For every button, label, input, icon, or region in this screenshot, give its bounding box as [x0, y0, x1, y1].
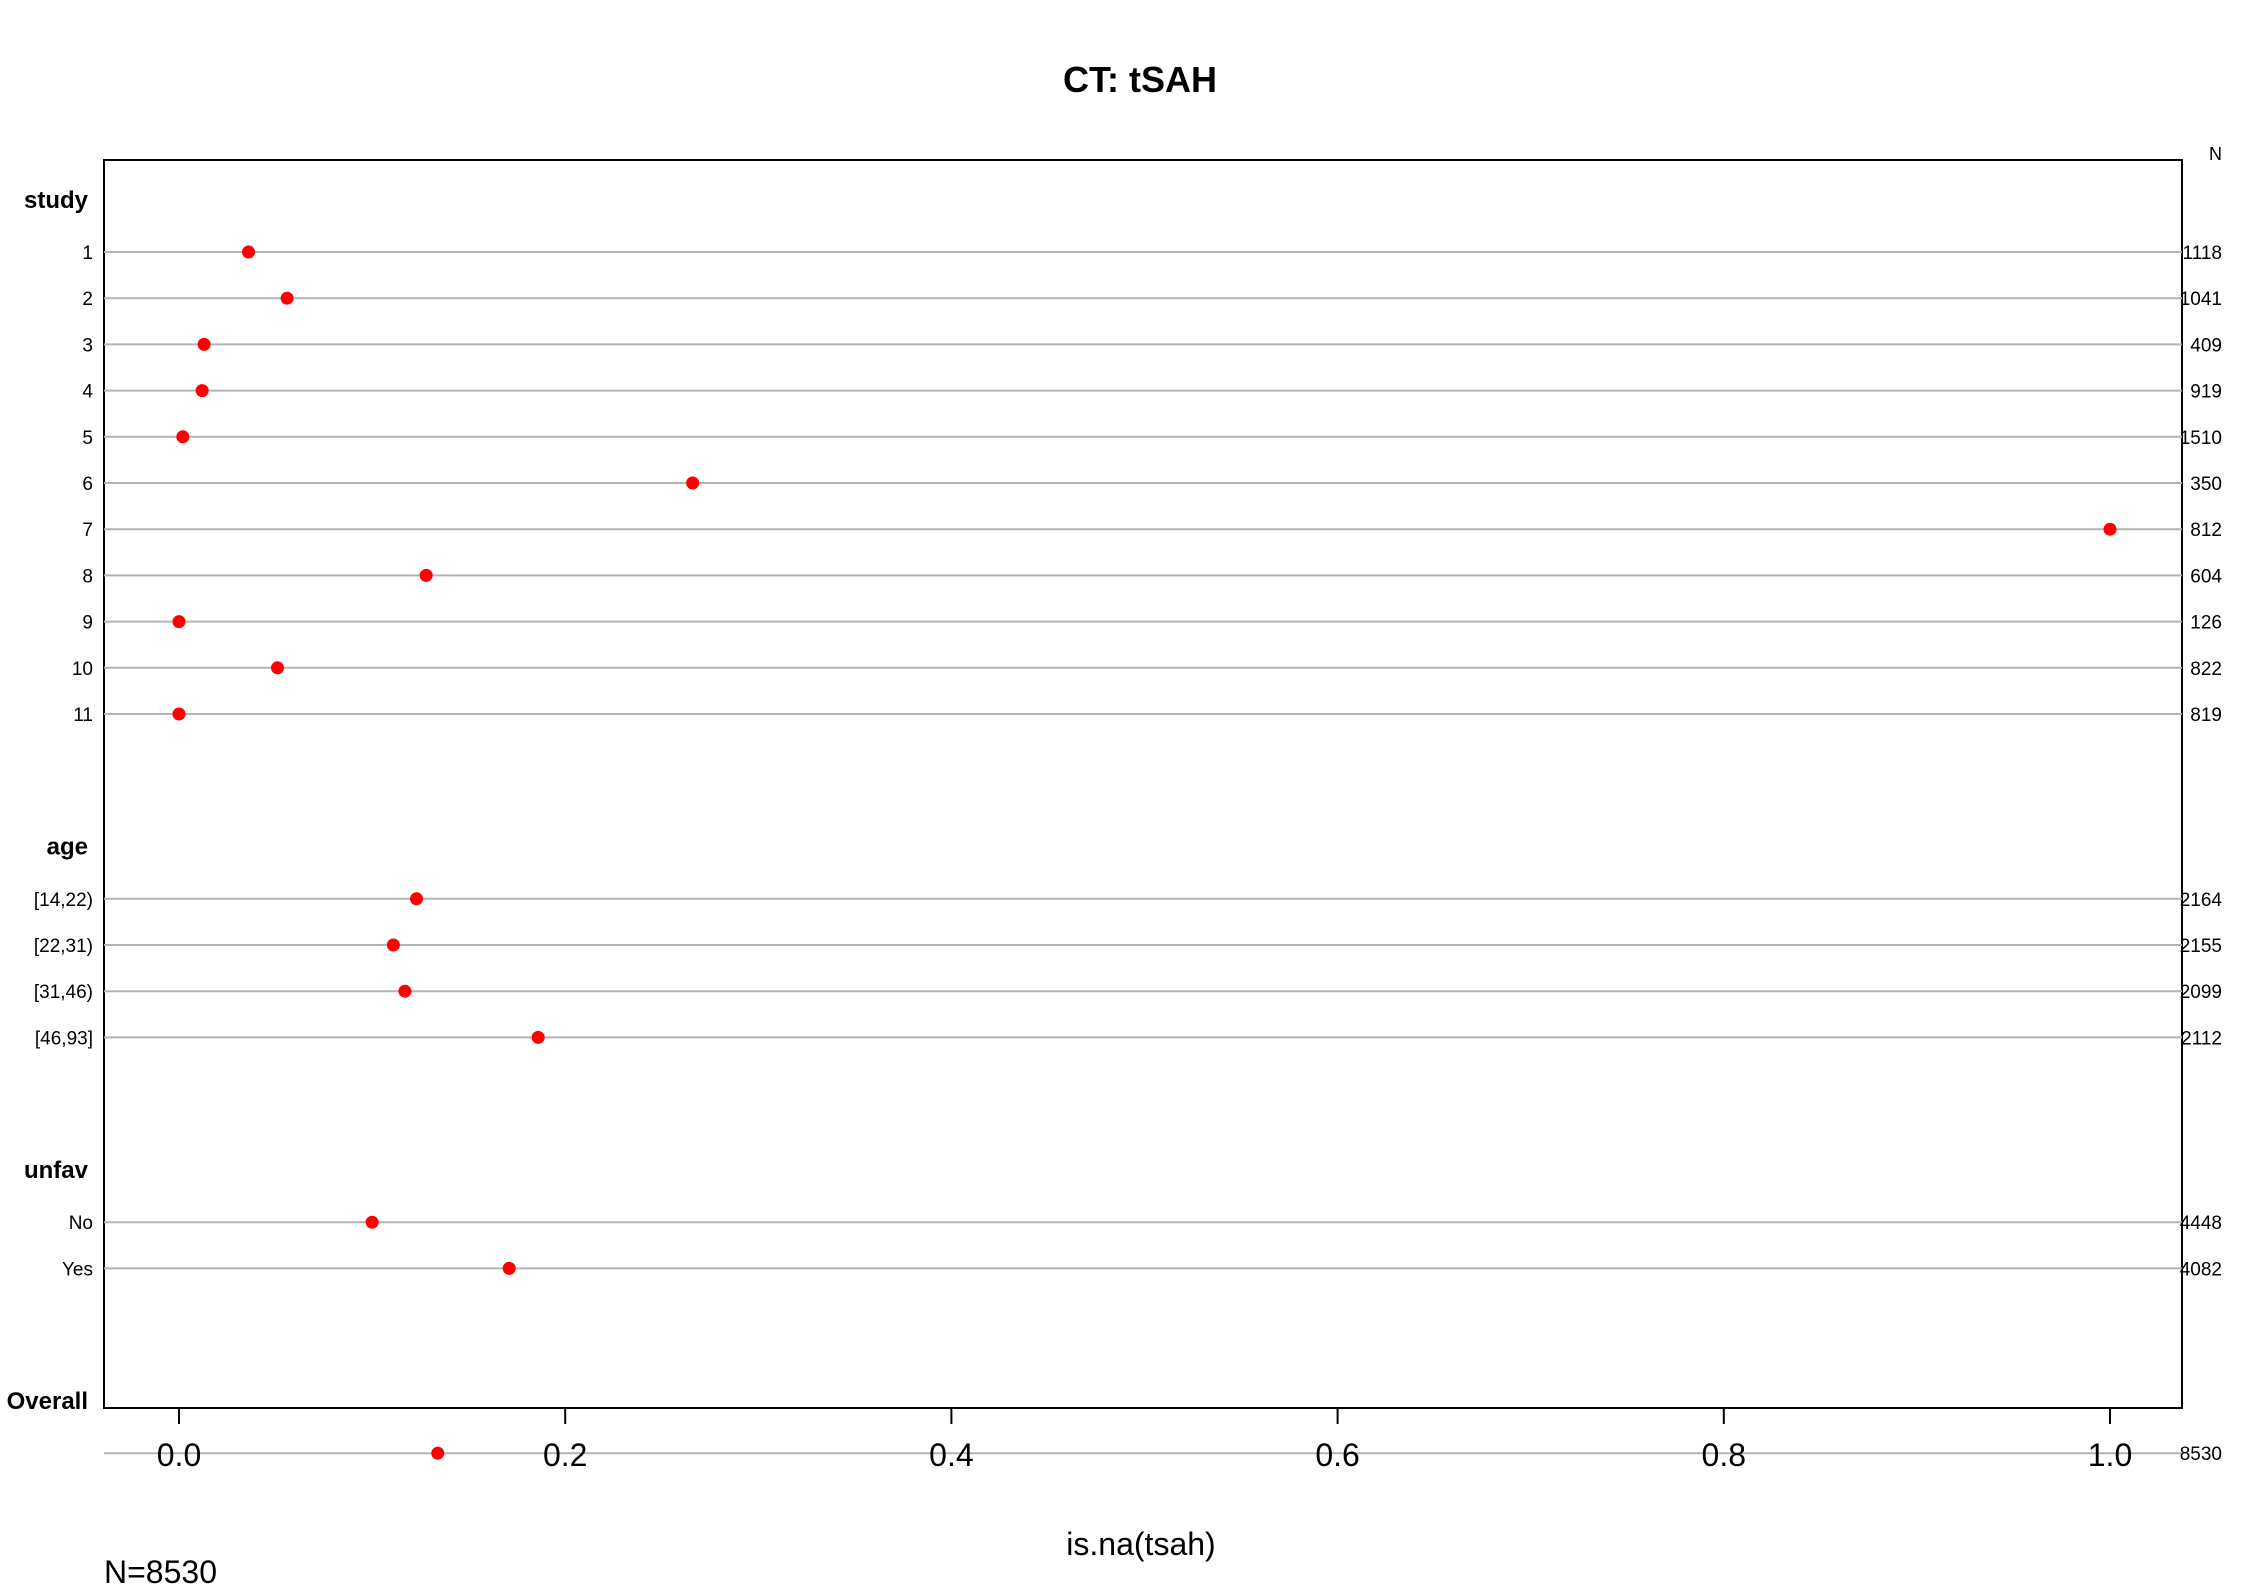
x-tick-label: 0.6 — [1315, 1437, 1359, 1473]
row-n-value: 2155 — [2180, 936, 2222, 957]
row-label: Yes — [62, 1259, 93, 1280]
data-point — [398, 984, 412, 998]
row-label: [14,22) — [34, 890, 93, 911]
data-point — [242, 245, 256, 259]
row-label: 7 — [82, 520, 93, 541]
row-label: 11 — [73, 705, 93, 726]
row-labels: study 1 2 3 4 5 6 7 8 9 10 11 age [14,22) [22,31) [31,4… — [7, 187, 94, 1415]
row-label: 10 — [72, 659, 93, 680]
row-n-value: 919 — [2190, 382, 2222, 403]
data-point — [531, 1030, 545, 1044]
row-n-value: 604 — [2190, 566, 2222, 587]
data-point — [280, 291, 294, 305]
group-header-overall: Overall — [7, 1388, 88, 1415]
row-n-value: 819 — [2190, 705, 2222, 726]
row-n-value: 350 — [2190, 474, 2222, 495]
row-label: 2 — [82, 289, 93, 310]
row-label: [31,46) — [34, 982, 93, 1003]
n-column-header: N — [2209, 144, 2222, 164]
data-point — [172, 707, 186, 721]
row-n-value: 409 — [2190, 335, 2222, 356]
row-label: 9 — [82, 613, 93, 634]
group-header-unfav: unfav — [24, 1157, 89, 1184]
data-point — [365, 1215, 379, 1229]
row-n-value: 1118 — [2183, 243, 2222, 264]
row-n-value: 1041 — [2180, 289, 2222, 310]
row-label: 3 — [82, 335, 93, 356]
row-n-value: 812 — [2190, 520, 2222, 541]
row-n-value: 4082 — [2180, 1259, 2222, 1280]
data-point — [419, 568, 433, 582]
row-n-value: 822 — [2190, 659, 2222, 680]
data-point — [686, 476, 700, 490]
row-label: 6 — [82, 474, 93, 495]
data-point — [172, 615, 186, 629]
n-values: 1118 1041 409 919 1510 350 812 604 126 822 819 2164… — [2180, 243, 2223, 1465]
x-axis-label: is.na(tsah) — [1066, 1526, 1215, 1562]
row-n-value: 2112 — [2181, 1028, 2222, 1049]
footnote-n: N=8530 — [104, 1554, 217, 1587]
x-tick-label: 0.0 — [157, 1437, 201, 1473]
row-label: No — [69, 1213, 93, 1234]
x-tick-label: 0.8 — [1702, 1437, 1746, 1473]
chart-title: CT: tSAH — [1063, 59, 1217, 100]
row-label: [46,93] — [35, 1028, 93, 1049]
data-point — [410, 892, 424, 906]
group-header-age: age — [47, 834, 88, 861]
x-tick-label: 0.4 — [929, 1437, 973, 1473]
data-point — [195, 384, 209, 398]
x-axis: 0.0 0.2 0.4 0.6 0.8 1.0 — [157, 1408, 2132, 1473]
row-label: 5 — [82, 428, 93, 449]
data-point — [502, 1261, 516, 1275]
row-label: 8 — [82, 566, 93, 587]
row-n-value: 126 — [2190, 613, 2222, 634]
data-point — [176, 430, 190, 444]
data-point — [431, 1446, 445, 1460]
row-label: 4 — [82, 382, 93, 403]
row-label: [22,31) — [34, 936, 93, 957]
row-label: 1 — [82, 243, 93, 264]
data-point — [386, 938, 400, 952]
data-point — [270, 661, 284, 675]
group-header-study: study — [24, 187, 89, 214]
x-tick-label: 0.2 — [543, 1437, 587, 1473]
data-point — [197, 337, 211, 351]
data-point — [2103, 522, 2117, 536]
data-points — [172, 245, 2117, 1460]
row-n-value: 1510 — [2180, 428, 2222, 449]
reference-lines — [104, 251, 2182, 1455]
row-n-value: 2099 — [2180, 982, 2222, 1003]
row-n-value: 8530 — [2180, 1444, 2222, 1465]
x-tick-label: 1.0 — [2088, 1437, 2132, 1473]
row-n-value: 2164 — [2180, 890, 2223, 911]
plot-frame — [103, 159, 2183, 1409]
row-n-value: 4448 — [2180, 1213, 2222, 1234]
